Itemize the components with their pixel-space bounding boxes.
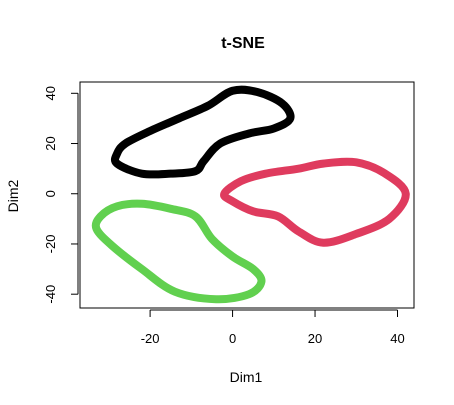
series-2-line [220, 157, 410, 247]
series-layer [91, 85, 410, 304]
x-axis: -20 0 20 40 [141, 309, 405, 346]
y-tick-label: 20 [43, 136, 58, 150]
series-1-line [110, 85, 295, 179]
x-tick-label: 0 [229, 331, 236, 346]
plot-frame [79, 81, 415, 309]
y-tick-label: -20 [43, 235, 58, 254]
y-axis: -40 -20 0 20 40 [43, 86, 79, 304]
x-tick-label: 20 [308, 331, 322, 346]
y-tick-label: 40 [43, 86, 58, 100]
x-tick-label: 40 [390, 331, 404, 346]
y-tick-label: -40 [43, 285, 58, 304]
x-axis-label: Dim1 [230, 369, 263, 385]
series-3-line [91, 199, 266, 304]
chart-title: t-SNE [221, 35, 265, 52]
y-tick-label: 0 [43, 190, 58, 197]
x-tick-label: -20 [141, 331, 160, 346]
y-axis-label: Dim2 [5, 179, 21, 212]
